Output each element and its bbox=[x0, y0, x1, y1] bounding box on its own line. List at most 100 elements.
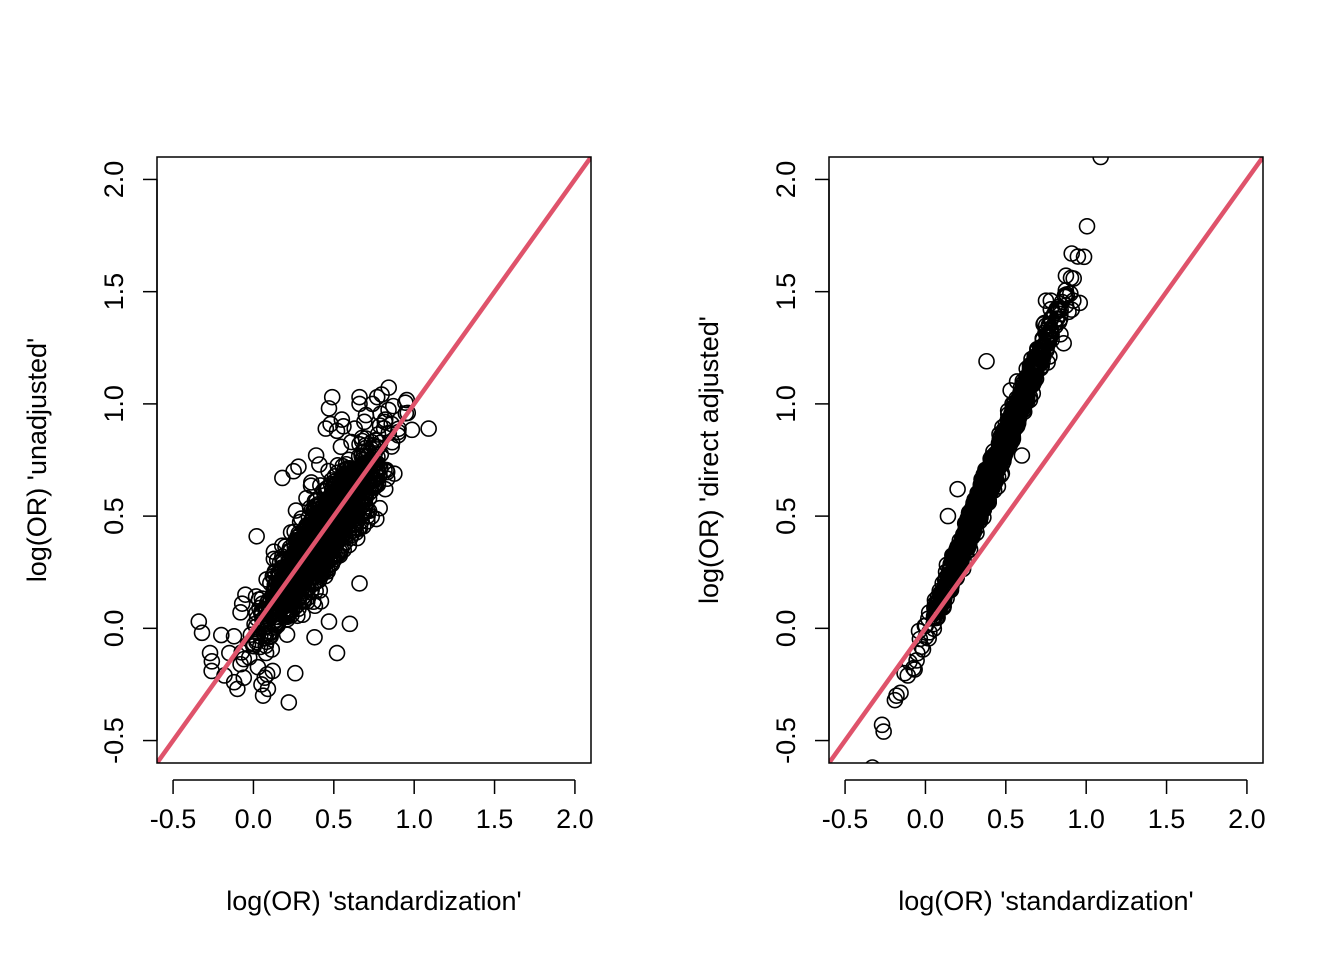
scatter-point bbox=[347, 524, 365, 541]
right-points bbox=[865, 157, 1109, 763]
scatter-point bbox=[959, 518, 976, 535]
scatter-point bbox=[235, 650, 253, 668]
left-y-axis: -0.5 0.0 0.5 1.0 1.5 2.0 bbox=[99, 161, 158, 764]
scatter-point bbox=[345, 463, 362, 481]
scatter-point bbox=[1075, 248, 1093, 266]
scatter-point bbox=[341, 615, 359, 633]
scatter-point bbox=[1037, 292, 1055, 309]
scatter-point bbox=[974, 489, 992, 507]
scatter-point bbox=[999, 419, 1017, 437]
scatter-point bbox=[949, 480, 966, 498]
left-scatter-panel: -0.5 0.0 0.5 1.0 1.5 2.0 -0.50.00.51.01.52.0 … bbox=[22, 156, 594, 916]
y-tick-label: 1.5 bbox=[771, 273, 801, 311]
scatter-point bbox=[875, 723, 892, 740]
scatter-point bbox=[399, 404, 417, 422]
scatter-point bbox=[190, 613, 208, 630]
x-tick-label: -0.5 bbox=[822, 804, 869, 834]
scatter-point bbox=[1060, 303, 1077, 321]
scatter-point bbox=[335, 521, 353, 538]
scatter-point bbox=[954, 541, 972, 558]
scatter-point bbox=[313, 540, 330, 557]
scatter-point bbox=[996, 435, 1014, 453]
scatter-point bbox=[371, 499, 388, 517]
scatter-point bbox=[256, 627, 274, 644]
scatter-point bbox=[280, 694, 298, 711]
scatter-point bbox=[260, 625, 278, 642]
x-tick-label: 0.5 bbox=[315, 804, 353, 834]
scatter-point bbox=[349, 495, 366, 513]
scatter-point bbox=[888, 687, 905, 704]
scatter-point bbox=[290, 553, 308, 571]
scatter-point bbox=[378, 463, 396, 481]
scatter-point bbox=[367, 432, 385, 449]
scatter-point bbox=[899, 667, 917, 684]
scatter-point bbox=[203, 653, 221, 670]
scatter-point bbox=[248, 528, 265, 545]
right-y-axis-label: log(OR) 'direct adjusted' bbox=[694, 316, 724, 604]
scatter-point bbox=[317, 516, 335, 534]
scatter-point bbox=[351, 388, 368, 406]
scatter-point bbox=[346, 522, 363, 539]
scatter-point bbox=[316, 523, 334, 540]
scatter-point bbox=[992, 452, 1010, 470]
y-tick-label: -0.5 bbox=[771, 717, 801, 764]
scatter-point bbox=[1036, 337, 1053, 355]
scatter-point bbox=[320, 613, 338, 630]
scatter-point bbox=[225, 628, 243, 645]
left-x-axis-label: log(OR) 'standardization' bbox=[226, 886, 521, 916]
scatter-point bbox=[943, 552, 961, 570]
scatter-point bbox=[1071, 294, 1089, 312]
scatter-point bbox=[980, 463, 997, 481]
scatter-point bbox=[213, 626, 230, 644]
scatter-point bbox=[1042, 301, 1060, 318]
scatter-point bbox=[235, 669, 253, 687]
scatter-point bbox=[286, 664, 304, 682]
scatter-point bbox=[306, 563, 323, 581]
scatter-point bbox=[332, 438, 350, 456]
scatter-point bbox=[299, 580, 316, 598]
scatter-point bbox=[307, 447, 325, 464]
scatter-point bbox=[1042, 292, 1060, 309]
scatter-point bbox=[373, 386, 390, 403]
right-x-axis: -0.5 0.0 0.5 1.0 1.5 2.0 bbox=[822, 779, 1266, 834]
scatter-point bbox=[978, 481, 995, 499]
scatter-point bbox=[1065, 292, 1082, 309]
scatter-point bbox=[246, 615, 263, 633]
scatter-point bbox=[323, 388, 341, 406]
scatter-point bbox=[267, 619, 284, 636]
y-tick-label: 1.0 bbox=[99, 385, 129, 423]
scatter-point bbox=[237, 586, 254, 603]
scatter-point bbox=[1018, 369, 1035, 387]
scatter-point bbox=[1013, 392, 1031, 410]
scatter-point bbox=[278, 626, 296, 643]
x-tick-label: 1.0 bbox=[1067, 804, 1105, 834]
scatter-point bbox=[303, 474, 320, 491]
scatter-point bbox=[201, 644, 219, 662]
scatter-point bbox=[1002, 416, 1020, 433]
scatter-point bbox=[311, 456, 328, 473]
scatter-point bbox=[312, 565, 329, 582]
scatter-point bbox=[1031, 346, 1048, 363]
x-tick-label: 0.5 bbox=[987, 804, 1025, 834]
scatter-point bbox=[306, 629, 323, 646]
scatter-point bbox=[376, 411, 394, 428]
scatter-point bbox=[312, 593, 330, 610]
scatter-point bbox=[934, 598, 952, 615]
scatter-point bbox=[951, 556, 968, 573]
scatter-point bbox=[978, 352, 995, 370]
scatter-point bbox=[1092, 157, 1109, 166]
scatter-point bbox=[317, 420, 335, 437]
scatter-point bbox=[257, 637, 275, 654]
y-tick-label: -0.5 bbox=[99, 717, 129, 764]
scatter-point bbox=[420, 420, 437, 437]
scatter-point bbox=[977, 471, 995, 489]
scatter-point bbox=[351, 395, 368, 413]
scatter-point bbox=[193, 624, 211, 642]
right-scatter-panel: -0.5 0.0 0.5 1.0 1.5 2.0 -0.50.00.51.01.52.0 … bbox=[694, 156, 1266, 916]
x-tick-label: -0.5 bbox=[150, 804, 197, 834]
scatter-point bbox=[1009, 403, 1026, 420]
scatter-point bbox=[293, 571, 310, 588]
x-tick-label: 1.0 bbox=[395, 804, 433, 834]
scatter-point bbox=[285, 462, 302, 480]
